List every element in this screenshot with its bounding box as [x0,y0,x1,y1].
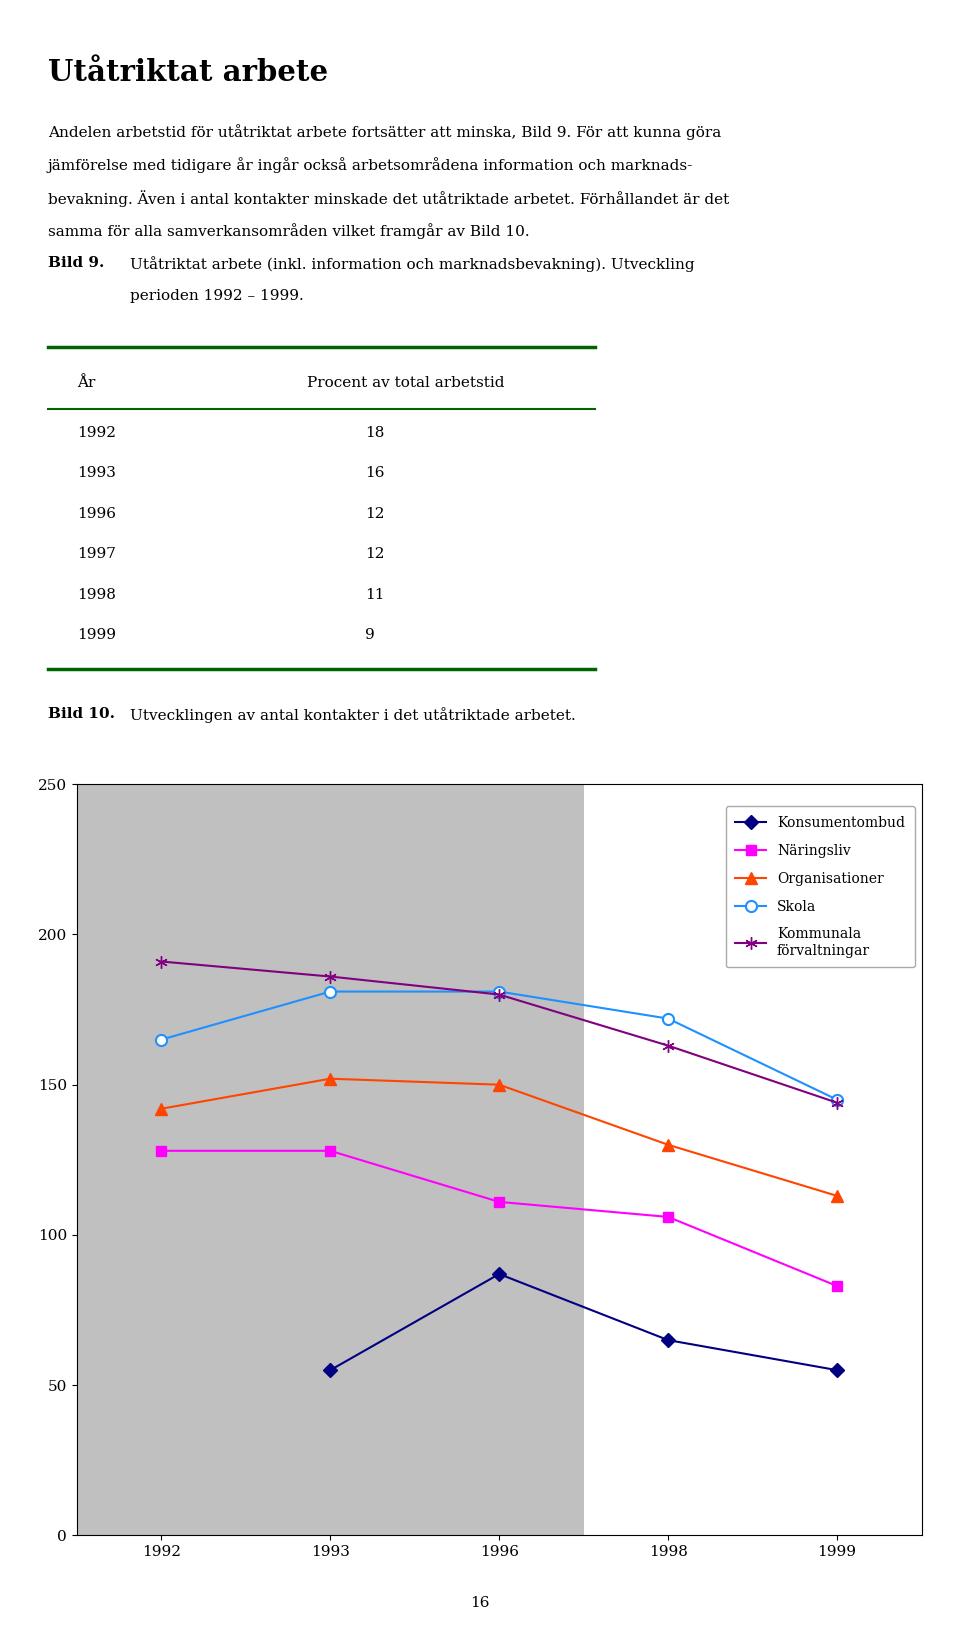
Konsumentombud [493,1265,505,1284]
Text: 1997: 1997 [77,548,115,561]
Text: 1993: 1993 [77,466,115,480]
Text: 16: 16 [470,1597,490,1610]
Kommunala
förvaltningar [831,1093,843,1113]
Näringsliv [831,1276,843,1296]
Organisationer [662,1134,674,1154]
Text: Utåtriktat arbete: Utåtriktat arbete [48,58,328,88]
Näringsliv [324,1141,336,1161]
Text: 1999: 1999 [77,629,116,642]
Skola [831,1090,843,1109]
Organisationer [831,1185,843,1205]
Text: 1998: 1998 [77,588,115,601]
Text: 1992: 1992 [77,426,116,439]
Text: Bild 9.: Bild 9. [48,256,105,269]
Näringsliv [662,1207,674,1227]
Näringsliv [156,1141,167,1161]
Text: 9: 9 [365,629,374,642]
Text: 18: 18 [365,426,384,439]
Line: Konsumentombud: Konsumentombud [325,1270,842,1375]
Organisationer [156,1100,167,1119]
Kommunala
förvaltningar [493,984,505,1004]
Skola [662,1009,674,1029]
Konsumentombud [324,1360,336,1380]
Organisationer [493,1075,505,1095]
Näringsliv [493,1192,505,1212]
Text: 12: 12 [365,507,384,520]
Skola [324,982,336,1002]
Text: 16: 16 [365,466,384,480]
Text: 11: 11 [365,588,384,601]
Legend: Konsumentombud, Näringsliv, Organisationer, Skola, Kommunala
förvaltningar: Konsumentombud, Näringsliv, Organisation… [726,806,915,967]
Skola [493,982,505,1002]
Text: Andelen arbetstid för utåtriktat arbete fortsätter att minska, Bild 9. För att k: Andelen arbetstid för utåtriktat arbete … [48,124,721,140]
Konsumentombud [831,1360,843,1380]
Konsumentombud [662,1331,674,1351]
Line: Organisationer: Organisationer [156,1073,843,1202]
Text: Utvecklingen av antal kontakter i det utåtriktade arbetet.: Utvecklingen av antal kontakter i det ut… [130,707,575,723]
Text: Procent av total arbetstid: Procent av total arbetstid [307,376,505,390]
Line: Näringsliv: Näringsliv [156,1146,842,1291]
Kommunala
förvaltningar [324,966,336,986]
Text: bevakning. Även i antal kontakter minskade det utåtriktade arbetet. Förhållandet: bevakning. Även i antal kontakter minska… [48,190,730,206]
Text: Bild 10.: Bild 10. [48,707,115,720]
Text: samma för alla samverkansområden vilket framgår av Bild 10.: samma för alla samverkansområden vilket … [48,223,530,239]
Text: 12: 12 [365,548,384,561]
Text: jämförelse med tidigare år ingår också arbetsområdena information och marknads-: jämförelse med tidigare år ingår också a… [48,157,693,173]
Line: Skola: Skola [156,986,843,1105]
Organisationer [324,1068,336,1088]
Text: 1996: 1996 [77,507,116,520]
Text: Utåtriktat arbete (inkl. information och marknadsbevakning). Utveckling: Utåtriktat arbete (inkl. information och… [130,256,694,272]
Skola [156,1030,167,1050]
Kommunala
förvaltningar [156,951,167,971]
Line: Kommunala
förvaltningar: Kommunala förvaltningar [155,956,844,1109]
Bar [77,784,584,1535]
Text: År: År [77,376,95,390]
Text: perioden 1992 – 1999.: perioden 1992 – 1999. [130,289,303,302]
Kommunala
förvaltningar [662,1035,674,1055]
